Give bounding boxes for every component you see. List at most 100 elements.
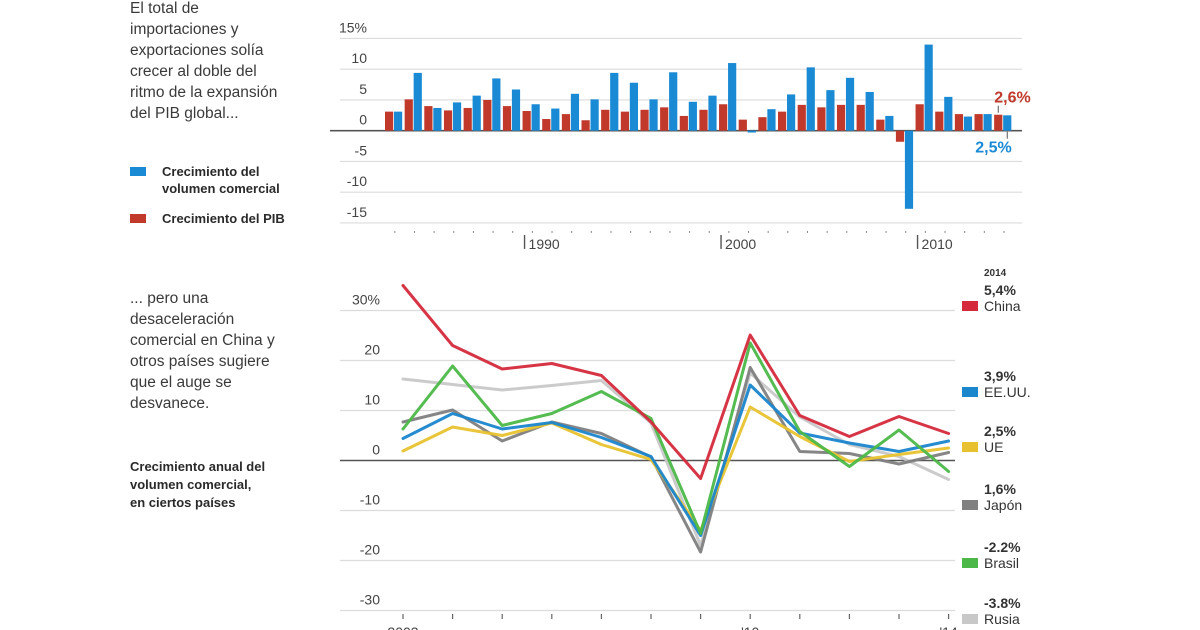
trade-bar [983, 114, 992, 131]
trade-bar [963, 116, 973, 131]
trade-bar [492, 78, 501, 131]
trade-bar [531, 104, 540, 131]
gdp-bar [640, 109, 649, 131]
legend-swatch-trade [130, 167, 146, 176]
legend-swatch [962, 387, 978, 397]
bar-y-tick-label: -15 [347, 204, 367, 220]
top-intro-line: del PIB global... [130, 105, 239, 122]
trade-bar [590, 99, 599, 131]
bar-y-tick-label: 5 [359, 81, 367, 97]
legend-item-ue: 2,5% UE [962, 424, 1016, 455]
trade-bar [413, 72, 422, 131]
gdp-2014-label: 2,6% [994, 90, 1030, 107]
legend-row: Rusia [962, 611, 1021, 627]
trade-bar [806, 67, 815, 131]
subtitle-line: en ciertos países [130, 495, 236, 510]
gdp-bar [542, 119, 551, 131]
bottom-intro-line: otros países sugiere [130, 353, 270, 370]
gdp-bar [895, 130, 905, 142]
trade-bar [747, 130, 756, 133]
legend-label: China [984, 298, 1021, 314]
top-intro-line: ritmo de la expansión [130, 84, 278, 101]
legend-row: EE.UU. [962, 384, 1031, 400]
line-series-china [401, 284, 951, 480]
legend-value: 1,6% [984, 481, 1016, 497]
legend-item-china: 5,4% China [962, 283, 1021, 314]
bar-y-tick-label: 15% [339, 19, 367, 35]
bottom-intro-line: desvanece. [130, 395, 210, 412]
gdp-bar [581, 120, 590, 131]
line-y-tick-label: 30% [352, 292, 380, 308]
gdp-bar [876, 119, 885, 131]
trade-bar [885, 115, 894, 131]
legend-row: UE [962, 439, 1016, 455]
trade-bar [610, 72, 619, 131]
legend-label: EE.UU. [984, 384, 1031, 400]
gdp-bar [424, 106, 433, 131]
gdp-bar [679, 115, 688, 131]
legend-swatch [962, 558, 978, 568]
trade-bar [511, 89, 521, 131]
line-x-tick-label: '10 [741, 624, 759, 630]
top-intro-line: importaciones y [130, 21, 239, 38]
bar-y-tick-label: -10 [347, 173, 367, 189]
legend-trade-line: Crecimiento del [162, 164, 260, 179]
gdp-bar [404, 99, 413, 131]
trade-bar [394, 111, 403, 131]
legend-row: China [962, 298, 1021, 314]
trade-bar [649, 99, 658, 131]
bar-x-tick-label: 1990 [529, 236, 560, 252]
legend-label: Japón [984, 497, 1023, 513]
line-series-japn [401, 366, 951, 554]
gdp-bar [522, 111, 531, 131]
line-series-rusia [401, 371, 951, 547]
bottom-intro-text: ... pero una desaceleración comercial en C… [130, 288, 330, 414]
trade-bar [904, 130, 914, 209]
top-intro-line: El total de [130, 0, 199, 17]
bar-y-tick-label: -5 [355, 142, 368, 158]
gdp-bar [699, 109, 708, 131]
legend-label: Rusia [984, 611, 1020, 627]
line-y-tick-label: -20 [360, 542, 380, 558]
gdp-bar [719, 104, 728, 131]
gdp-bar [935, 111, 944, 131]
trade-bar [845, 77, 855, 131]
legend-item-japn: 1,6% Japón [962, 482, 1022, 513]
gdp-bar [502, 106, 512, 131]
gdp-bar [758, 117, 767, 131]
line-series-eeuu [401, 383, 951, 537]
line-x-tick-label: '14 [939, 624, 957, 630]
gdp-bar [660, 107, 669, 131]
bottom-intro-line: ... pero una [130, 290, 209, 307]
gdp-bar [601, 109, 610, 131]
line-series-brasil [401, 341, 951, 535]
gdp-bar [385, 111, 394, 131]
legend-row: Japón [962, 497, 1022, 513]
trade-bar [688, 101, 697, 131]
trade-2014-label: 2,5% [975, 140, 1011, 157]
trade-bar [551, 108, 560, 131]
legend-item-rusia: -3.8% Rusia [962, 596, 1021, 627]
line-y-tick-label: -30 [360, 592, 380, 608]
top-intro-text: El total de importaciones y exportaciones … [130, 0, 330, 124]
trade-bar [472, 95, 481, 131]
gdp-bar [797, 104, 806, 131]
legend-swatch-gdp [130, 214, 146, 223]
trade-bar [629, 82, 638, 131]
bottom-intro-line: que el auge se [130, 374, 232, 391]
trade-bar [826, 90, 835, 131]
trade-bar [452, 102, 462, 131]
gdp-bar [738, 119, 747, 131]
legend-label: Brasil [984, 555, 1020, 571]
legend-item-brasil: -2.2% Brasil [962, 540, 1021, 571]
trade-bar [1003, 115, 1012, 131]
legend-gdp-line: Crecimiento del PIB [162, 211, 285, 226]
legend-value: -3.8% [984, 595, 1021, 611]
trade-bar [865, 91, 874, 131]
legend-trade-line: volumen comercial [162, 181, 280, 196]
line-y-tick-label: -10 [360, 492, 380, 508]
trade-bar [944, 96, 953, 131]
bottom-chart-subtitle: Crecimiento anual del volumen comercial, e… [130, 458, 330, 512]
legend-value: 2,5% [984, 423, 1016, 439]
